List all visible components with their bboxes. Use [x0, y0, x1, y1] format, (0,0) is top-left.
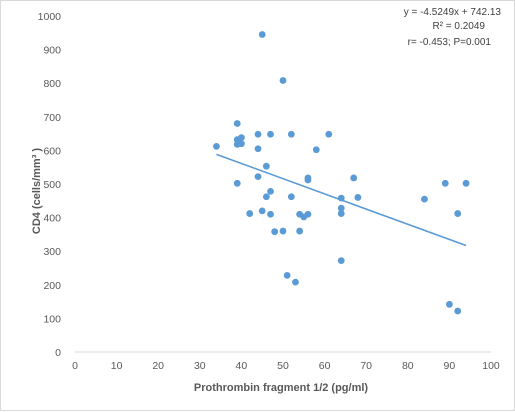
- data-point: [446, 300, 453, 308]
- y-tick-label: 1000: [38, 11, 62, 23]
- y-tick-label: 300: [43, 246, 61, 258]
- data-point: [271, 228, 279, 236]
- data-point: [233, 120, 241, 127]
- data-point: [246, 210, 254, 217]
- x-tick-label: 0: [72, 360, 78, 372]
- data-point: [441, 179, 449, 187]
- y-tick-label: 800: [43, 78, 61, 90]
- data-point: [267, 210, 274, 218]
- x-tick-label: 20: [152, 360, 164, 372]
- x-tick-label: 50: [277, 360, 289, 372]
- data-point: [262, 193, 270, 201]
- data-point: [254, 173, 262, 181]
- data-point: [462, 179, 470, 187]
- correlation-label: r= -0.453; P=0.001: [408, 37, 492, 48]
- data-point: [296, 227, 304, 235]
- data-point: [454, 307, 462, 315]
- data-point: [238, 140, 245, 148]
- data-point: [337, 194, 345, 202]
- y-tick-label: 600: [43, 145, 61, 157]
- data-point: [287, 193, 295, 201]
- data-point: [337, 204, 345, 212]
- x-axis-title: Prothrombin fragment 1/2 (pg/ml): [194, 382, 369, 394]
- x-tick-label: 100: [482, 360, 500, 372]
- data-point: [267, 130, 274, 138]
- y-tick-label: 100: [43, 313, 61, 325]
- data-point: [304, 210, 312, 218]
- data-point: [279, 227, 287, 235]
- data-point: [262, 162, 270, 170]
- data-point: [325, 130, 333, 138]
- x-tick-label: 70: [360, 360, 372, 372]
- x-axis-ticks: 0 10 20 30 40 50 60 70 80 90 100: [72, 360, 500, 372]
- x-tick-label: 60: [319, 360, 331, 372]
- x-tick-label: 40: [236, 360, 248, 372]
- data-point: [337, 210, 345, 217]
- y-tick-label: 0: [55, 347, 61, 359]
- data-point: [258, 207, 266, 215]
- data-point: [254, 145, 262, 153]
- data-point: [292, 278, 299, 286]
- data-point: [238, 134, 245, 142]
- equation-label: y = -4.5249x + 742.13: [404, 7, 502, 18]
- data-point: [258, 31, 266, 38]
- x-tick-label: 10: [111, 360, 123, 372]
- data-point: [287, 130, 295, 138]
- data-point: [279, 77, 287, 84]
- y-axis-ticks: 0 100 200 300 400 500 600 700 800 900 1000: [38, 11, 62, 359]
- y-tick-label: 500: [43, 179, 61, 191]
- x-tick-label: 90: [444, 360, 456, 372]
- r-squared-label: R² = 0.2049: [432, 21, 485, 32]
- x-tick-label: 30: [194, 360, 206, 372]
- data-point: [304, 176, 312, 184]
- data-point: [337, 257, 345, 265]
- data-point: [254, 130, 262, 138]
- data-point: [213, 142, 220, 150]
- y-tick-label: 900: [43, 45, 61, 57]
- data-point: [267, 187, 274, 195]
- data-point: [354, 194, 362, 201]
- data-points: [213, 31, 470, 315]
- data-point: [312, 146, 320, 154]
- y-axis-title: CD4 (cells/mm³ ): [31, 148, 43, 235]
- y-tick-label: 200: [43, 280, 61, 292]
- data-point: [233, 179, 241, 187]
- data-point: [454, 210, 462, 217]
- data-point: [421, 195, 428, 203]
- y-tick-label: 400: [43, 213, 61, 225]
- data-point: [350, 174, 358, 182]
- x-tick-label: 80: [402, 360, 414, 372]
- data-point: [283, 271, 291, 279]
- y-tick-label: 700: [43, 112, 61, 124]
